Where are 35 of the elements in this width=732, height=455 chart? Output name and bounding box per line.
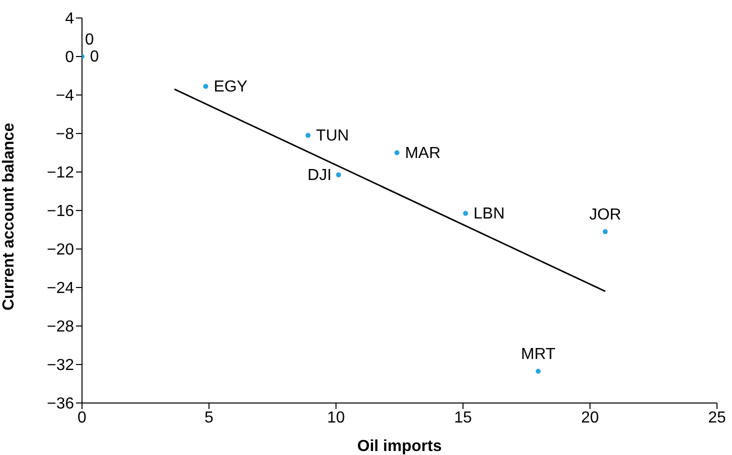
y-tick-label: −20 [46,242,74,259]
annotation: LBN [474,205,505,222]
y-tick-label: −12 [46,164,74,182]
y-tick-label: −16 [46,203,74,220]
point [336,172,342,178]
annotation: JOR [589,206,622,224]
point [463,210,468,216]
x-tick-label: 25 [708,409,726,426]
x-tick-label: 20 [581,409,599,426]
y-tick-label: −24 [46,280,74,298]
point [306,132,311,138]
point [536,368,541,374]
y-tick-label: 0 [65,49,74,66]
annotation: TUN [316,127,349,144]
x-tick-label: 10 [327,409,345,426]
x-tick-label: 0 [78,409,87,426]
point [203,84,208,89]
y-tick-label: −4 [56,88,74,105]
annotation: 0 [90,48,99,66]
x-axis-title: Oil imports [357,438,442,455]
y-tick-label: −8 [56,126,74,144]
y-tick-label: −28 [46,318,74,336]
annotation: 0 [85,32,94,48]
point [602,229,608,234]
x-tick-label: 5 [204,409,214,426]
y-tick-label: 4 [65,10,74,28]
annotation: EGY [214,78,248,96]
x-tick-label: 15 [454,409,472,426]
annotation: MRT [520,346,556,364]
y-axis-title: Current account balance [0,122,18,310]
annotation: DJI [308,166,332,184]
annotation: MAR [404,144,441,162]
point [394,150,400,156]
y-tick-label: −32 [46,357,74,374]
y-tick-label: −36 [46,396,74,413]
